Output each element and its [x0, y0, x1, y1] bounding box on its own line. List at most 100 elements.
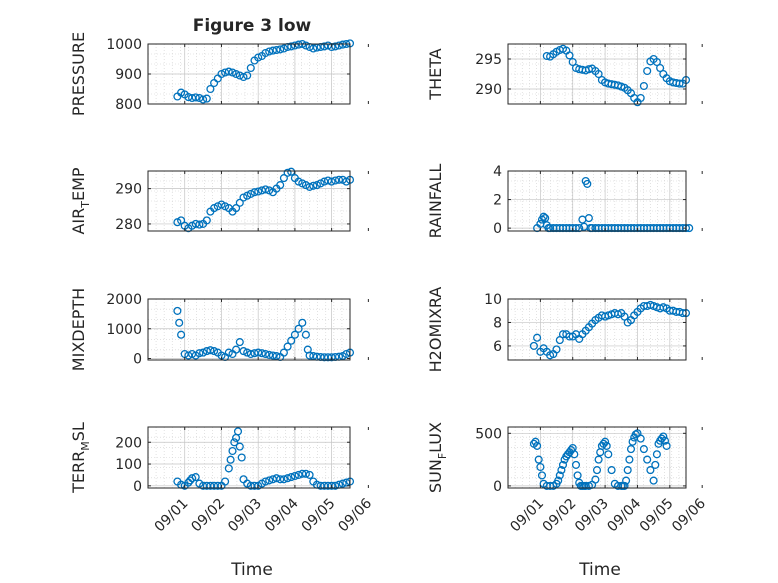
data-point: [235, 442, 244, 451]
data-point: [191, 93, 200, 102]
y-tick-label: 0: [493, 479, 502, 495]
data-point: [626, 445, 636, 454]
y-tick-label: 6: [493, 339, 502, 355]
data-point: [309, 44, 318, 53]
data-point: [331, 176, 340, 185]
data-point: [622, 476, 631, 485]
data-point: [312, 181, 321, 190]
data-point: [636, 434, 645, 443]
data-point: [195, 349, 204, 358]
data-point: [191, 473, 200, 482]
data-point: [279, 174, 288, 183]
axes-frame: [147, 298, 351, 361]
data-point: [175, 318, 184, 327]
data-point: [604, 450, 613, 459]
data-point: [233, 427, 243, 436]
y-axis-label: RAINFALL: [426, 164, 445, 239]
data-point: [246, 349, 255, 359]
data-point: [327, 177, 336, 186]
data-point: [305, 182, 314, 191]
data-point: [628, 437, 637, 446]
data-point: [228, 446, 237, 456]
data-point: [584, 214, 593, 223]
data-point: [592, 466, 602, 475]
data-point: [558, 460, 568, 469]
data-point: [643, 455, 652, 464]
data-point: [272, 45, 281, 55]
data-point: [539, 212, 548, 221]
y-axis-label: SUNFLUX: [426, 422, 449, 493]
data-point: [272, 474, 281, 483]
axes-frame: [507, 170, 687, 232]
data-point: [226, 455, 235, 464]
data-point: [228, 68, 237, 77]
y-tick-label: 100: [115, 457, 142, 473]
data-point: [301, 41, 310, 50]
data-point: [554, 476, 563, 485]
data-point: [575, 224, 584, 233]
data-point: [257, 349, 266, 358]
y-tick-label: 500: [475, 426, 502, 442]
data-point: [594, 455, 603, 464]
data-point: [290, 330, 299, 339]
data-point: [290, 471, 299, 481]
data-point: [601, 437, 610, 446]
data-point: [224, 67, 233, 76]
data-point: [279, 348, 288, 357]
y-tick-label: 290: [115, 182, 142, 198]
data-point: [268, 351, 277, 360]
y-tick-label: 0: [493, 221, 502, 237]
plot-area: [508, 171, 686, 231]
data-point: [536, 462, 545, 472]
data-point: [202, 216, 211, 225]
data-point: [541, 214, 550, 223]
data-point: [217, 69, 226, 79]
data-point: [591, 475, 600, 484]
data-point: [230, 438, 239, 447]
data-point: [529, 341, 538, 350]
y-axis-label: PRESSURE: [69, 32, 88, 116]
y-tick-label: 10: [484, 292, 502, 308]
data-point: [305, 470, 314, 479]
data-point: [620, 312, 629, 321]
y-axis-label: AIRTEMP: [69, 167, 92, 234]
data-point: [565, 51, 574, 60]
data-point: [199, 348, 208, 357]
data-point: [237, 453, 246, 462]
data-point: [652, 57, 661, 67]
y-tick-label: 1000: [106, 37, 142, 53]
data-point: [177, 330, 186, 339]
figure-title: Figure 3 low: [193, 16, 312, 36]
y-tick-label: 1000: [106, 322, 142, 338]
data-point: [656, 63, 665, 73]
data-point: [533, 333, 542, 342]
data-point: [239, 72, 248, 82]
axes-frame: [147, 170, 351, 232]
axes-frame: [507, 43, 687, 105]
data-point: [298, 318, 307, 327]
data-point: [301, 469, 310, 478]
subplot-6: 6 8 10 H2OMIXRA: [426, 287, 703, 372]
data-point: [250, 188, 259, 197]
data-point: [232, 69, 241, 79]
y-tick-label: 8: [493, 315, 502, 331]
data-point: [568, 57, 577, 67]
y-axis-label: THETA: [426, 48, 445, 100]
y-tick-label: 4: [493, 164, 502, 180]
y-tick-label: 290: [475, 82, 502, 98]
data-point: [287, 473, 296, 482]
data-point: [265, 476, 274, 485]
data-point: [662, 441, 671, 450]
data-point: [261, 349, 270, 359]
data-point: [552, 345, 561, 354]
data-point: [294, 324, 303, 333]
y-tick-label: 200: [115, 435, 142, 451]
y-tick-label: 900: [115, 67, 142, 83]
data-point: [583, 179, 592, 188]
y-tick-label: 295: [475, 52, 502, 68]
data-point: [620, 481, 629, 490]
subplot-2: 290 295 THETA: [426, 43, 703, 107]
data-point: [646, 466, 655, 475]
data-point: [651, 460, 660, 469]
y-axis-label: MIXDEPTH: [69, 288, 88, 371]
